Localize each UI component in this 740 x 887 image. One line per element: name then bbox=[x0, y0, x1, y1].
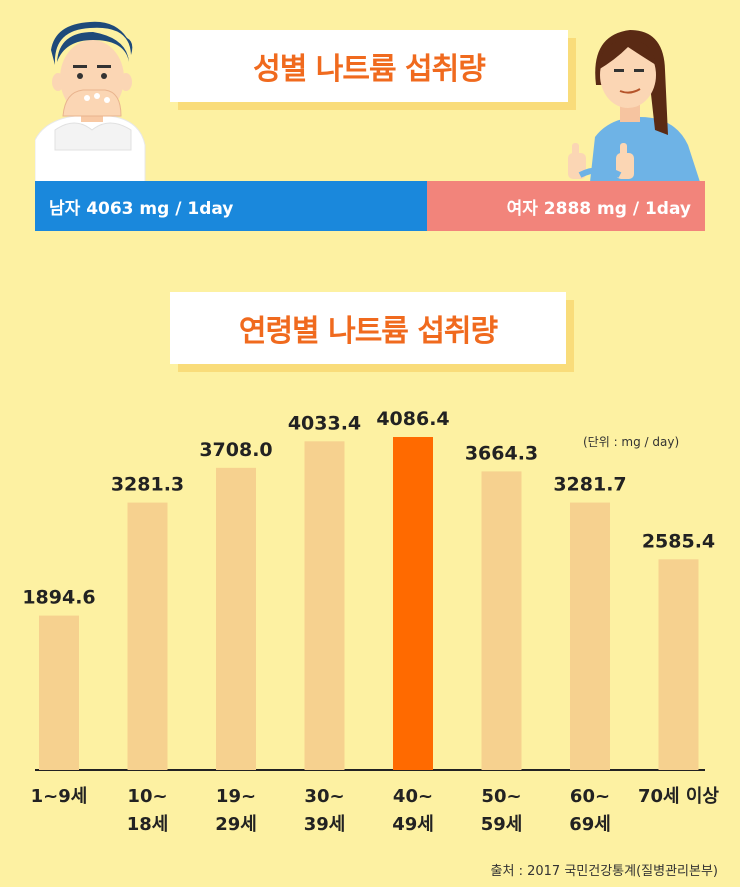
unit-note: (단위 : mg / day) bbox=[583, 435, 680, 449]
category-label-7: 70세 이상 bbox=[638, 786, 719, 807]
female-intake-label: 여자 2888 mg / 1day bbox=[506, 198, 691, 219]
bar-value-label-5: 3664.3 bbox=[465, 442, 538, 464]
male-intake-label: 남자 4063 mg / 1day bbox=[49, 198, 234, 219]
female-intake-segment: 여자 2888 mg / 1day bbox=[427, 181, 705, 231]
source-note: 출처 : 2017 국민건강통계(질병관리본부) bbox=[490, 864, 718, 879]
gender-title-box: 성별 나트륨 섭취량 bbox=[170, 30, 568, 102]
category-label-5: 50~ 59세 bbox=[481, 786, 523, 835]
bar-7 bbox=[658, 559, 699, 770]
bar-6 bbox=[570, 502, 610, 770]
age-title: 연령별 나트륨 섭취량 bbox=[238, 314, 498, 349]
bar-value-label-0: 1894.6 bbox=[22, 587, 95, 609]
bar-value-label-4: 4086.4 bbox=[376, 408, 449, 430]
bar-5 bbox=[481, 471, 522, 770]
female-figure-illustration bbox=[568, 30, 700, 182]
bar-value-label-2: 3708.0 bbox=[199, 439, 272, 461]
male-figure-illustration bbox=[35, 21, 146, 182]
bar-4 bbox=[393, 437, 433, 770]
category-label-6: 60~ 69세 bbox=[569, 786, 611, 835]
gender-intake-bar: 남자 4063 mg / 1day 여자 2888 mg / 1day bbox=[35, 181, 705, 231]
bar-value-label-3: 4033.4 bbox=[288, 412, 361, 434]
age-intake-bar-chart: 1894.6 1~9세 3281.3 10~ 18세 3708.0 19~ 29세 4033.4… bbox=[22, 408, 719, 835]
bar-1 bbox=[127, 502, 168, 770]
bar-3 bbox=[304, 441, 345, 770]
male-intake-segment: 남자 4063 mg / 1day bbox=[35, 181, 427, 231]
bar-0 bbox=[39, 615, 79, 770]
category-label-2: 19~ 29세 bbox=[215, 786, 257, 835]
category-label-1: 10~ 18세 bbox=[127, 786, 169, 835]
gender-title: 성별 나트륨 섭취량 bbox=[253, 52, 486, 87]
category-label-0: 1~9세 bbox=[31, 786, 88, 807]
age-title-box: 연령별 나트륨 섭취량 bbox=[170, 292, 566, 364]
category-label-4: 40~ 49세 bbox=[392, 786, 434, 835]
bar-value-label-6: 3281.7 bbox=[553, 474, 626, 496]
category-label-3: 30~ 39세 bbox=[304, 786, 346, 835]
bar-value-label-7: 2585.4 bbox=[642, 530, 715, 552]
bar-value-label-1: 3281.3 bbox=[111, 474, 184, 496]
bar-2 bbox=[216, 467, 256, 770]
